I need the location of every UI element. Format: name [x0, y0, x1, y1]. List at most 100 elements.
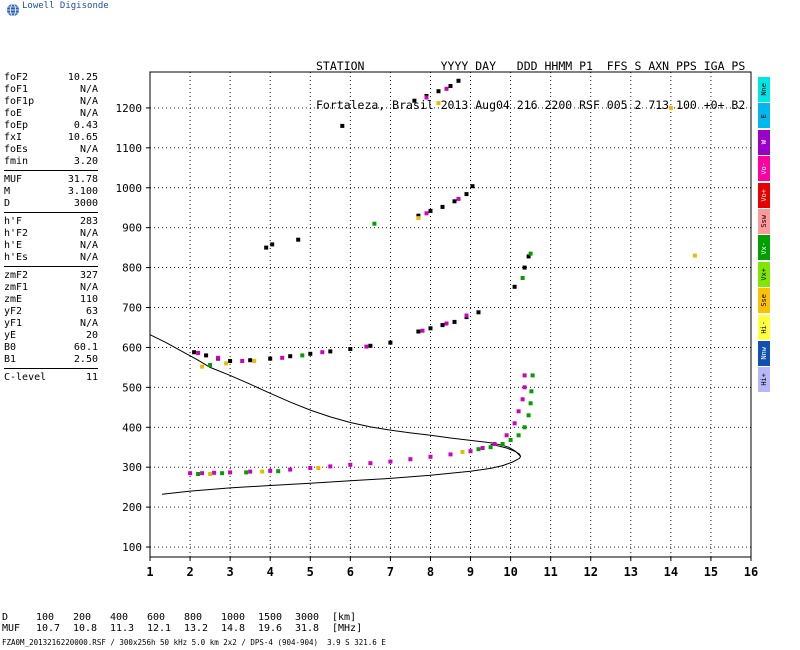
echo-point	[216, 355, 221, 360]
echo-point	[512, 284, 517, 289]
y-tick-label: 200	[122, 501, 142, 514]
echo-point	[328, 349, 333, 354]
echo-point	[456, 78, 461, 83]
footer-cell: 200	[73, 612, 92, 623]
echo-point	[522, 373, 527, 378]
legend-label: Vx-	[759, 241, 768, 255]
y-tick-label: 600	[122, 341, 142, 354]
echo-point	[470, 184, 475, 189]
param-label: fmin	[4, 156, 29, 167]
legend-item: Vx+	[758, 261, 770, 287]
param-value: N/A	[79, 144, 98, 155]
echo-point	[296, 237, 301, 242]
echo-point	[692, 253, 697, 258]
globe-icon	[7, 3, 19, 17]
echo-point	[448, 452, 453, 457]
echo-point	[516, 409, 521, 414]
echo-point	[308, 466, 313, 470]
param-separator	[4, 170, 98, 171]
echo-point	[520, 397, 525, 402]
y-tick-label: 100	[122, 541, 142, 554]
param-value: 20	[85, 330, 98, 341]
echo-point	[424, 95, 429, 100]
echo-point	[512, 421, 517, 426]
echo-point	[416, 216, 421, 221]
legend-item: W	[758, 129, 770, 155]
echo-point	[668, 105, 673, 110]
footer-cell: 13.2	[184, 623, 209, 634]
echo-point	[500, 442, 505, 446]
footer-cell: 1000	[221, 612, 246, 623]
echo-point	[260, 469, 265, 474]
station-header: STATION YYYY DAY DDD HHMM P1 FFS S AXN P…	[316, 34, 745, 125]
param-value: 283	[79, 216, 98, 227]
param-label: C-level	[4, 372, 47, 383]
footer-cell: [MHz]	[332, 623, 363, 634]
echo-point	[368, 343, 373, 348]
x-tick-label: 14	[664, 565, 678, 579]
echo-point	[452, 199, 457, 204]
param-value: 10.25	[67, 72, 98, 83]
param-label: foF1p	[4, 96, 35, 107]
x-tick-label: 16	[744, 565, 758, 579]
echo-point	[420, 328, 425, 333]
param-row: C-level 11	[4, 372, 98, 384]
echo-point	[522, 265, 527, 270]
footer-cell: 10.8	[73, 623, 98, 634]
param-label: M	[4, 186, 11, 197]
echo-point	[412, 98, 417, 103]
legend-item: Vo+	[758, 182, 770, 208]
y-tick-label: 900	[122, 222, 142, 235]
param-row: zmE 110	[4, 294, 98, 306]
x-tick-label: 12	[584, 565, 598, 579]
parameter-panel: foF2 10.25 foF1 N/A foF1p N/A foE N/A foEp 0.43 fx…	[4, 72, 98, 384]
echo-point	[476, 447, 481, 452]
echo-point	[492, 442, 497, 446]
echo-point	[188, 471, 193, 476]
legend-item: Hi+	[758, 367, 770, 393]
footer-cell: [km]	[332, 612, 357, 623]
param-label: MUF	[4, 174, 23, 185]
param-label: fxI	[4, 132, 23, 143]
param-row: foEs N/A	[4, 144, 98, 156]
echo-point	[480, 446, 485, 450]
param-row: foF1 N/A	[4, 84, 98, 96]
x-tick-label: 10	[503, 565, 517, 579]
legend-item: Hi-	[758, 314, 770, 340]
echo-point	[520, 276, 525, 280]
param-label: yE	[4, 330, 17, 341]
echo-point	[526, 254, 531, 259]
param-row: B1 2.50	[4, 354, 98, 366]
param-row: yF1 N/A	[4, 318, 98, 330]
param-label: h'F2	[4, 228, 29, 239]
footer-cell: 11.3	[110, 623, 135, 634]
x-tick-label: 4	[267, 565, 274, 579]
echo-point	[192, 350, 197, 355]
file-info: FZA0M_2013216220000.RSF / 300x256h 50 kH…	[2, 638, 386, 647]
param-label: yF1	[4, 318, 23, 329]
param-row: fmin 3.20	[4, 156, 98, 168]
echo-point	[522, 385, 527, 390]
echo-point	[308, 351, 313, 356]
logo-text: Lowell Digisonde	[22, 1, 109, 11]
param-value: N/A	[79, 240, 98, 251]
echo-point	[428, 326, 433, 331]
y-tick-label: 400	[122, 421, 142, 434]
legend-item: Nnw	[758, 340, 770, 366]
param-label: zmF2	[4, 270, 29, 281]
param-row: B0 60.1	[4, 342, 98, 354]
echo-point	[288, 467, 293, 472]
echo-point	[444, 321, 449, 326]
param-label: D	[4, 198, 11, 209]
param-label: foEp	[4, 120, 29, 131]
param-label: B0	[4, 342, 17, 353]
echo-point	[208, 363, 213, 367]
footer-cell: 10.7	[36, 623, 61, 634]
param-row: M 3.100	[4, 186, 98, 198]
echo-point	[516, 433, 521, 438]
param-value: N/A	[79, 282, 98, 293]
echo-point	[340, 123, 345, 128]
echo-point	[526, 413, 531, 418]
footer-cell: 14.8	[221, 623, 246, 634]
param-row: D 3000	[4, 198, 98, 210]
